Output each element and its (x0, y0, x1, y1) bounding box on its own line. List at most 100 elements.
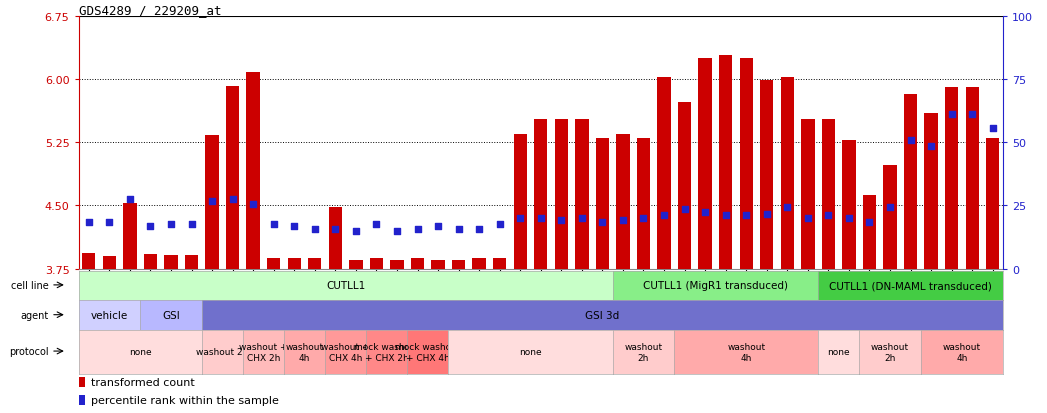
Point (820, 213, 837, 219)
Bar (534, 120, 548, 269)
Text: washout
4h: washout 4h (286, 342, 324, 362)
Text: CUTLL1 (MigR1 transduced): CUTLL1 (MigR1 transduced) (643, 281, 788, 291)
Bar (965, 88, 979, 269)
Point (512, 215, 529, 222)
Text: washout 2h: washout 2h (196, 348, 248, 356)
Point (388, 228, 405, 234)
Point (758, 211, 775, 218)
Bar (452, 261, 465, 269)
Text: washout +
CHX 4h: washout + CHX 4h (321, 342, 370, 362)
Bar (410, 258, 424, 269)
Point (121, 196, 138, 202)
Point (450, 226, 467, 233)
Point (655, 213, 672, 219)
Bar (493, 259, 507, 269)
Bar (596, 138, 609, 269)
Bar (575, 120, 588, 269)
Bar (739, 59, 753, 269)
Bar (267, 259, 281, 269)
Point (532, 215, 549, 222)
Text: GSI: GSI (162, 311, 180, 320)
Bar (822, 120, 836, 269)
Bar (617, 134, 629, 269)
Bar (103, 256, 116, 269)
Point (717, 213, 734, 219)
Text: protocol: protocol (9, 346, 48, 356)
Text: washout
2h: washout 2h (871, 342, 909, 362)
Text: mock washout
+ CHX 4h: mock washout + CHX 4h (395, 342, 461, 362)
Bar (164, 255, 178, 269)
Bar (760, 81, 774, 269)
Bar (555, 120, 567, 269)
Point (779, 204, 796, 211)
Bar (842, 140, 855, 269)
Bar (863, 196, 876, 269)
Bar (677, 103, 691, 269)
Text: cell line: cell line (10, 280, 48, 290)
Bar (370, 258, 383, 269)
Text: percentile rank within the sample: percentile rank within the sample (91, 395, 279, 405)
Bar (79, 377, 85, 387)
Text: CUTLL1: CUTLL1 (326, 281, 365, 291)
Bar (246, 73, 260, 269)
Bar (124, 203, 136, 269)
Text: washout +
CHX 2h: washout + CHX 2h (239, 342, 288, 362)
Point (162, 221, 179, 228)
Bar (82, 254, 95, 269)
Point (491, 221, 508, 228)
Point (429, 223, 446, 230)
Point (204, 198, 221, 205)
Bar (431, 261, 445, 269)
Bar (350, 261, 362, 269)
Point (286, 223, 303, 230)
Point (265, 221, 282, 228)
Bar (658, 78, 671, 269)
Bar (514, 134, 527, 269)
Bar (288, 259, 300, 269)
Text: CUTLL1 (DN-MAML transduced): CUTLL1 (DN-MAML transduced) (829, 281, 992, 291)
Text: washout
2h: washout 2h (624, 342, 663, 362)
Point (471, 226, 488, 233)
Point (903, 137, 919, 143)
Bar (472, 259, 486, 269)
Point (882, 204, 898, 211)
Bar (884, 165, 896, 269)
Point (964, 112, 981, 118)
Point (307, 226, 324, 233)
Point (101, 219, 117, 226)
Text: none: none (519, 348, 541, 356)
Bar (719, 56, 732, 269)
Bar (925, 113, 938, 269)
Point (224, 196, 241, 202)
Point (922, 144, 939, 150)
Point (594, 219, 610, 226)
Point (327, 226, 343, 233)
Bar (205, 136, 219, 269)
Bar (904, 95, 917, 269)
Text: washout
4h: washout 4h (728, 342, 765, 362)
Point (615, 218, 631, 224)
Bar (637, 138, 650, 269)
Bar (329, 207, 342, 269)
Point (636, 215, 652, 222)
Text: GDS4289 / 229209_at: GDS4289 / 229209_at (79, 4, 221, 17)
Point (676, 206, 693, 213)
Text: none: none (827, 348, 850, 356)
Bar (801, 120, 815, 269)
Point (245, 201, 262, 207)
Point (409, 226, 426, 233)
Point (841, 215, 857, 222)
Bar (143, 254, 157, 269)
Point (183, 221, 200, 228)
Point (800, 215, 817, 222)
Bar (781, 78, 794, 269)
Point (553, 218, 570, 224)
Point (574, 215, 591, 222)
Point (142, 223, 159, 230)
Point (984, 125, 1001, 132)
Bar (308, 259, 321, 269)
Text: washout
4h: washout 4h (943, 342, 981, 362)
Bar (698, 59, 712, 269)
Point (369, 221, 385, 228)
Text: mock washout
+ CHX 2h: mock washout + CHX 2h (354, 342, 420, 362)
